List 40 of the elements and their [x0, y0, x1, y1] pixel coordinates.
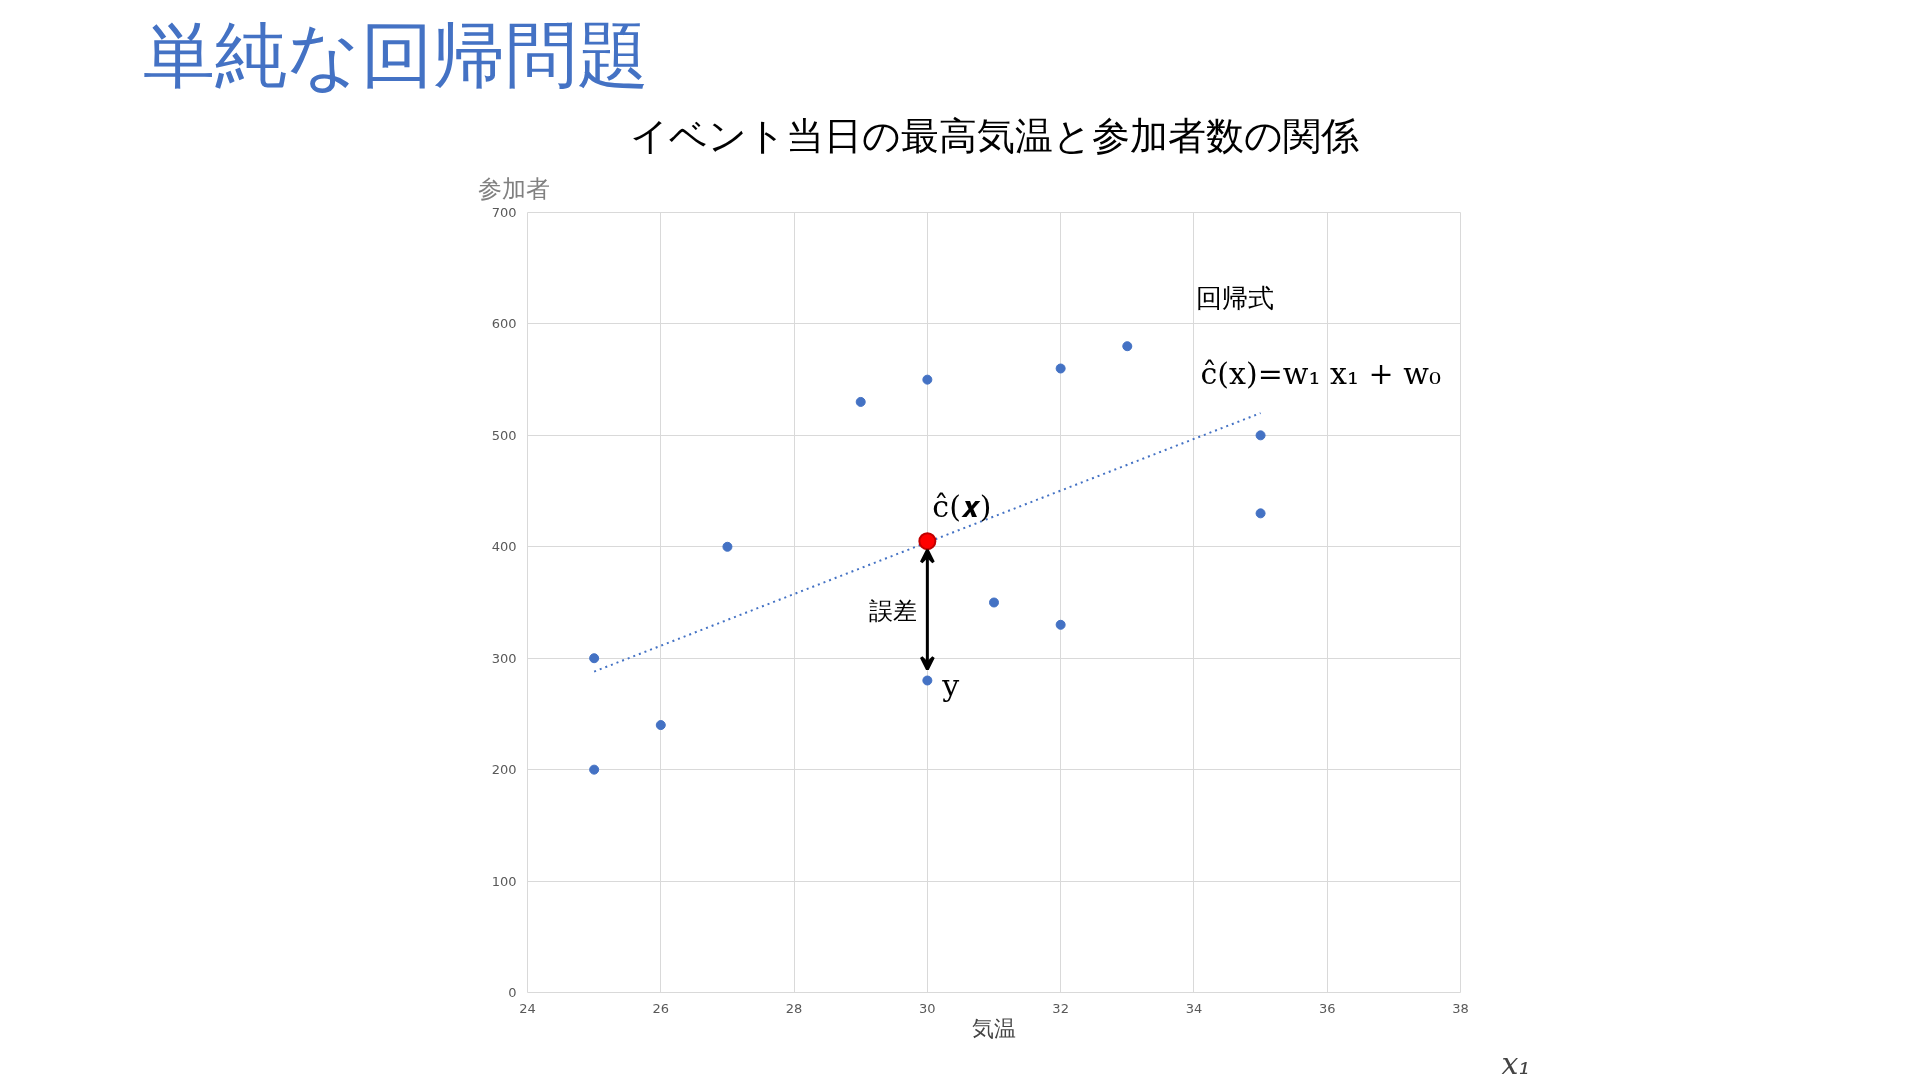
text: x₁	[1501, 1045, 1531, 1080]
point	[922, 374, 933, 385]
point	[1055, 363, 1066, 374]
point	[1055, 619, 1066, 630]
x-tick-label: 32	[1052, 1000, 1069, 1016]
x-tick-label: 28	[785, 1000, 803, 1016]
point	[918, 532, 937, 551]
x-tick-label: 36	[1318, 1000, 1336, 1016]
point	[922, 675, 933, 686]
y-axis-title: 参加者	[477, 174, 550, 203]
annotation: ĉ(𝒙)	[932, 488, 992, 524]
x-tick-label: 26	[652, 1000, 670, 1016]
y-tick-label: 600	[491, 316, 517, 332]
point	[589, 764, 600, 775]
point	[989, 597, 999, 608]
point	[655, 720, 666, 731]
point	[1255, 508, 1266, 519]
x-tick-label: 38	[1452, 1000, 1469, 1016]
point	[855, 396, 866, 407]
annotation: y	[941, 668, 960, 703]
annotation: 誤差	[869, 596, 918, 625]
point	[1122, 341, 1133, 352]
x-tick-label: 34	[1185, 1000, 1203, 1016]
chart-title: 単純な回帰問題	[142, 12, 649, 97]
x-tick-label: 30	[919, 1000, 936, 1016]
chart-subtitle: イベント当日の最高気温と参加者数の関係	[629, 113, 1359, 158]
point	[589, 653, 600, 664]
point	[722, 541, 733, 552]
x-axis-title: 気温	[972, 1015, 1016, 1041]
annotation: 回帰式	[1195, 283, 1274, 314]
y-tick-label: 0	[508, 985, 517, 1000]
point	[1255, 430, 1266, 441]
y-tick-label: 400	[491, 539, 517, 555]
y-tick-label: 500	[491, 427, 517, 443]
y-tick-label: 700	[491, 205, 517, 220]
y-tick-label: 100	[491, 873, 517, 889]
x-tick-label: 24	[519, 1000, 536, 1016]
annotation: ĉ(x)=w₁ x₁ + w₀	[1200, 355, 1441, 391]
y-tick-label: 300	[491, 650, 517, 666]
y-tick-label: 200	[491, 762, 517, 778]
